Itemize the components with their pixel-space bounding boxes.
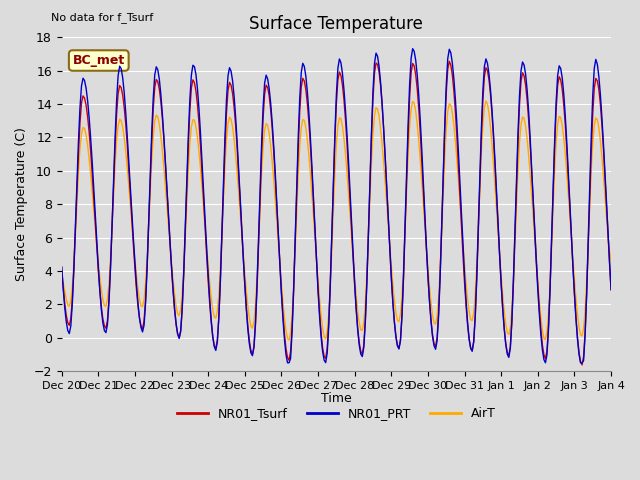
Legend: NR01_Tsurf, NR01_PRT, AirT: NR01_Tsurf, NR01_PRT, AirT [172,402,501,425]
Y-axis label: Surface Temperature (C): Surface Temperature (C) [15,127,28,281]
X-axis label: Time: Time [321,392,352,405]
Title: Surface Temperature: Surface Temperature [250,15,423,33]
Text: BC_met: BC_met [73,54,125,67]
Text: No data for f_Tsurf: No data for f_Tsurf [51,12,154,23]
